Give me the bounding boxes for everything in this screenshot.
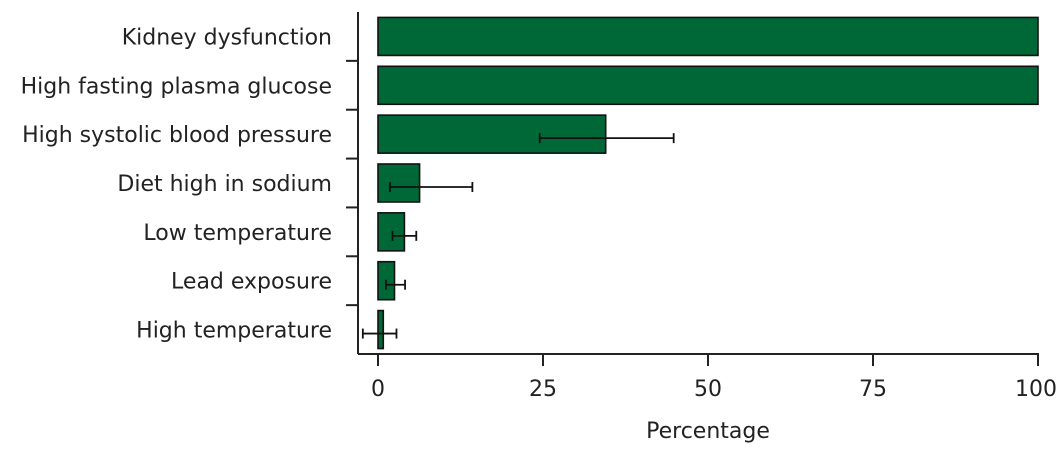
category-label: High fasting plasma glucose <box>21 74 332 99</box>
bar <box>377 163 421 203</box>
x-tick-label: 100 <box>1015 377 1057 402</box>
category-label: Lead exposure <box>171 270 332 295</box>
category-label: High systolic blood pressure <box>22 123 332 148</box>
category-label: Diet high in sodium <box>117 172 332 197</box>
bar <box>377 309 385 350</box>
error-bars <box>361 133 675 339</box>
category-label: Low temperature <box>143 221 332 246</box>
x-axis-title: Percentage <box>646 419 770 444</box>
category-labels: Kidney dysfunction High fasting plasma gl… <box>21 25 332 343</box>
bar <box>377 65 1039 106</box>
x-ticks: 0 25 50 75 100 <box>371 354 1057 402</box>
x-tick-label: 50 <box>694 377 722 402</box>
category-label: Kidney dysfunction <box>122 25 332 50</box>
x-tick-label: 75 <box>859 377 887 402</box>
bar <box>377 212 406 252</box>
axes <box>346 12 1039 355</box>
x-tick-label: 25 <box>529 377 557 402</box>
bars <box>377 16 1039 350</box>
category-label: High temperature <box>136 319 332 344</box>
bar <box>377 114 607 154</box>
x-tick-label: 0 <box>371 377 385 402</box>
bar <box>377 16 1039 57</box>
